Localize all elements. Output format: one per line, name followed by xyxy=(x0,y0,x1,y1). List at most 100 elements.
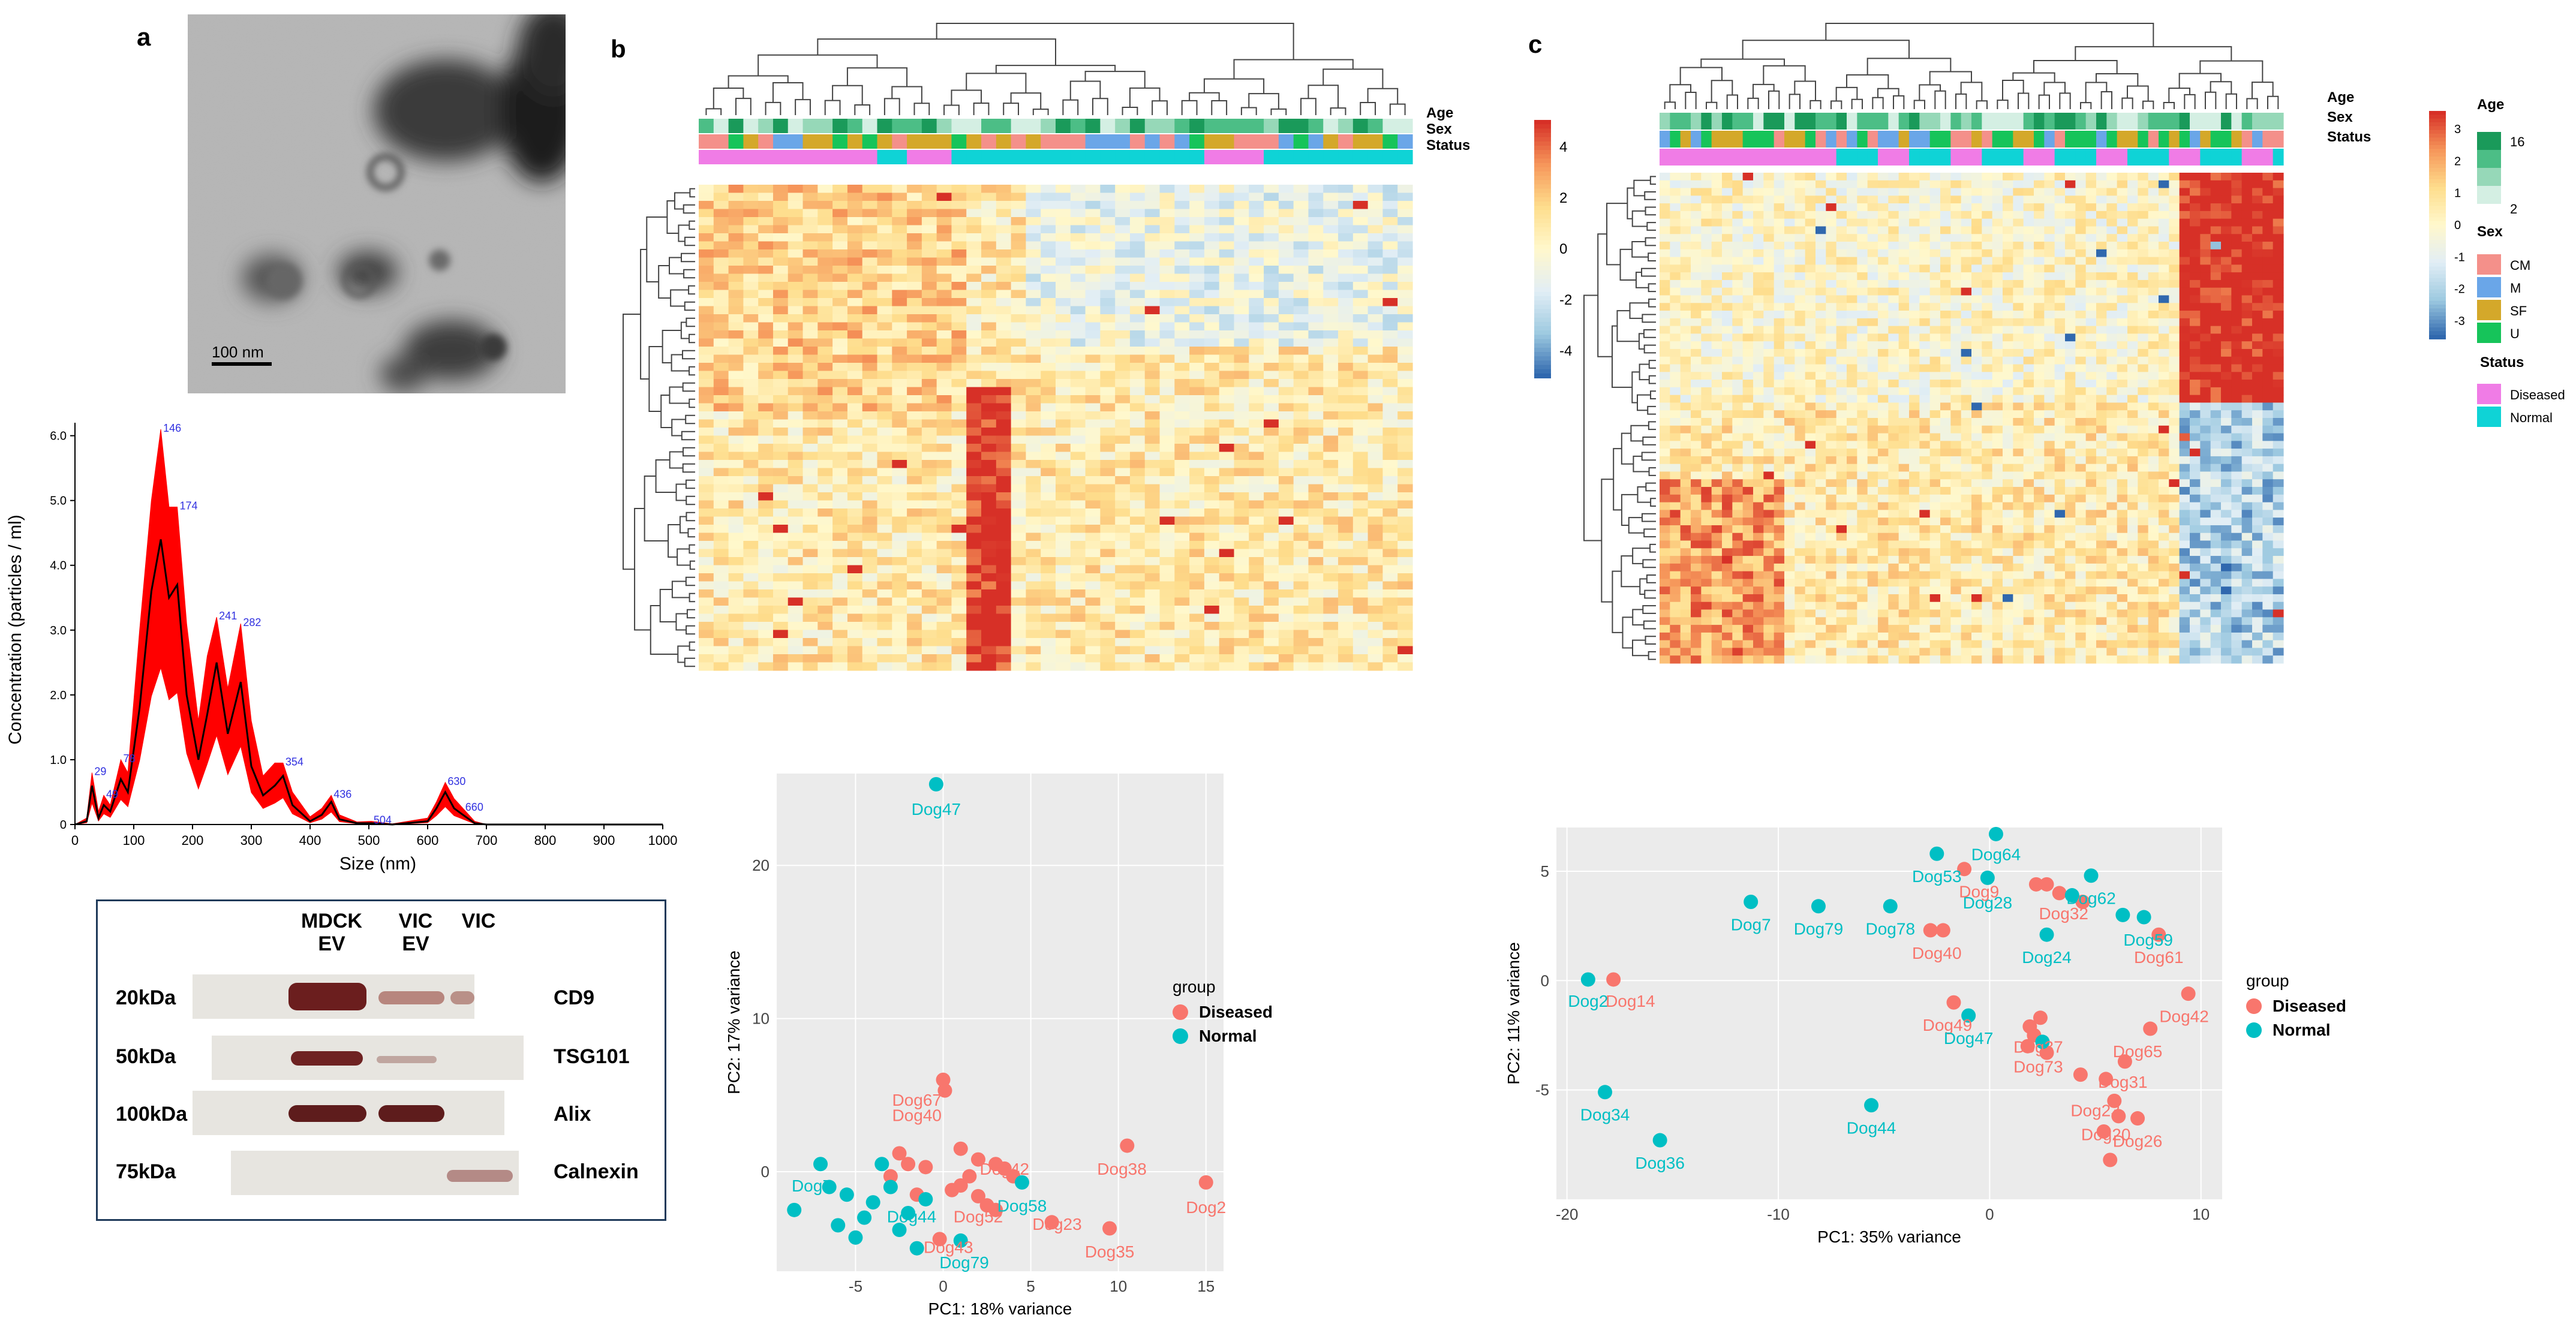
heatmap-cell xyxy=(877,201,892,210)
heatmap-cell xyxy=(1264,306,1279,315)
heatmap-cell xyxy=(1159,549,1175,558)
heatmap-cell xyxy=(1397,662,1413,671)
heatmap-cell xyxy=(1367,662,1384,671)
heatmap-cell xyxy=(1278,411,1294,420)
heatmap-cell xyxy=(1011,662,1027,671)
heatmap-cell xyxy=(1352,646,1369,655)
heatmap-cell xyxy=(1888,242,1899,250)
heatmap-cell xyxy=(951,452,967,461)
heatmap-cell xyxy=(2085,333,2097,342)
heatmap-cell xyxy=(1753,210,1764,219)
annotation-age-cell xyxy=(1100,119,1116,133)
heatmap-cell xyxy=(1961,249,1972,258)
heatmap-cell xyxy=(1085,338,1101,347)
heatmap-cell xyxy=(2065,341,2076,350)
dendrogram-branch xyxy=(1643,344,1656,354)
heatmap-cell xyxy=(996,387,1012,396)
annotation-age-cell xyxy=(996,119,1012,133)
heatmap-cell xyxy=(1070,273,1086,282)
annotation-age-cell xyxy=(2075,113,2087,130)
heatmap-cell xyxy=(728,532,744,541)
heatmap-cell xyxy=(1898,326,1910,335)
heatmap-cell xyxy=(1323,460,1339,469)
heatmap-cell xyxy=(907,557,922,566)
heatmap-cell xyxy=(921,241,937,250)
heatmap-cell xyxy=(1249,330,1264,339)
heatmap-cell xyxy=(832,338,848,347)
dendrogram-branch xyxy=(1794,80,1816,101)
scale-segment xyxy=(1534,150,1551,155)
dendrogram-branch xyxy=(1742,40,1910,59)
heatmap-cell xyxy=(699,654,714,663)
heatmap-cell xyxy=(907,298,922,307)
heatmap-cell xyxy=(2241,257,2253,265)
heatmap-cell xyxy=(2096,226,2107,234)
heatmap-cell xyxy=(1878,188,1889,196)
annotation-status-cell xyxy=(862,150,878,164)
heatmap-cell xyxy=(1857,257,1868,265)
x-tick-label: 200 xyxy=(182,833,204,848)
annotation-status-cell xyxy=(817,150,833,164)
heatmap-cell xyxy=(1795,234,1806,242)
heatmap-cell xyxy=(1100,217,1116,226)
heatmap-cell xyxy=(2252,234,2263,242)
heatmap-cell xyxy=(1961,318,1972,327)
heatmap-cell xyxy=(802,314,818,323)
heatmap-cell xyxy=(1204,185,1220,194)
heatmap-cell xyxy=(877,549,892,558)
heatmap-cell xyxy=(921,371,937,380)
heatmap-cell xyxy=(1732,341,1744,350)
y-tick-label: 1.0 xyxy=(50,754,67,767)
heatmap-cell xyxy=(1867,264,1878,273)
heatmap-cell xyxy=(2034,173,2045,181)
heatmap-cell xyxy=(892,354,907,363)
heatmap-cell xyxy=(802,411,818,420)
heatmap-cell xyxy=(1115,273,1131,282)
heatmap-cell xyxy=(1070,622,1086,631)
heatmap-cell xyxy=(758,249,774,258)
heatmap-cell xyxy=(1234,428,1249,437)
heatmap-cell xyxy=(1971,279,1982,288)
heatmap-cell xyxy=(1174,525,1190,534)
annotation-status-cell xyxy=(1056,150,1071,164)
heatmap-cell xyxy=(2117,333,2128,342)
heatmap-cell xyxy=(1367,622,1384,631)
heatmap-cell xyxy=(921,217,937,226)
heatmap-cell xyxy=(758,508,774,517)
scale-segment xyxy=(1534,171,1551,177)
heatmap-cell xyxy=(981,630,997,639)
heatmap-cell xyxy=(1056,492,1071,501)
heatmap-cell xyxy=(1011,282,1027,291)
annotation-status-cell xyxy=(758,150,774,164)
heatmap-cell xyxy=(2221,272,2232,281)
heatmap-cell xyxy=(1323,589,1339,598)
annotation-age-cell xyxy=(1971,113,1982,130)
annotation-status-cell xyxy=(1070,150,1086,164)
heatmap-cell xyxy=(1129,525,1146,534)
heatmap-cell xyxy=(1249,532,1264,541)
heatmap-cell xyxy=(1056,613,1071,622)
heatmap-cell xyxy=(921,654,937,663)
heatmap-cell xyxy=(817,363,833,372)
heatmap-cell xyxy=(2023,287,2034,296)
heatmap-cell xyxy=(728,638,744,647)
heatmap-cell xyxy=(981,379,997,388)
heatmap-cell xyxy=(1264,476,1279,485)
heatmap-cell xyxy=(1397,225,1413,234)
dendrogram-branch xyxy=(1583,294,1602,541)
heatmap-cell xyxy=(1293,363,1309,372)
heatmap-cell xyxy=(699,549,714,558)
heatmap-cell xyxy=(2013,242,2024,250)
heatmap-cell xyxy=(2117,218,2128,227)
heatmap-cell xyxy=(877,581,892,590)
heatmap-cell xyxy=(1836,210,1847,219)
blot-band xyxy=(288,983,366,1010)
annotation-status-cell xyxy=(1929,149,1941,166)
annotation-status-cell xyxy=(1940,149,1951,166)
annotation-age-cell xyxy=(787,119,804,133)
scale-segment xyxy=(1534,167,1551,172)
heatmap-cell xyxy=(1070,387,1086,396)
heatmap-cell xyxy=(892,532,907,541)
heatmap-cell xyxy=(892,476,907,485)
heatmap-cell xyxy=(1763,279,1775,288)
